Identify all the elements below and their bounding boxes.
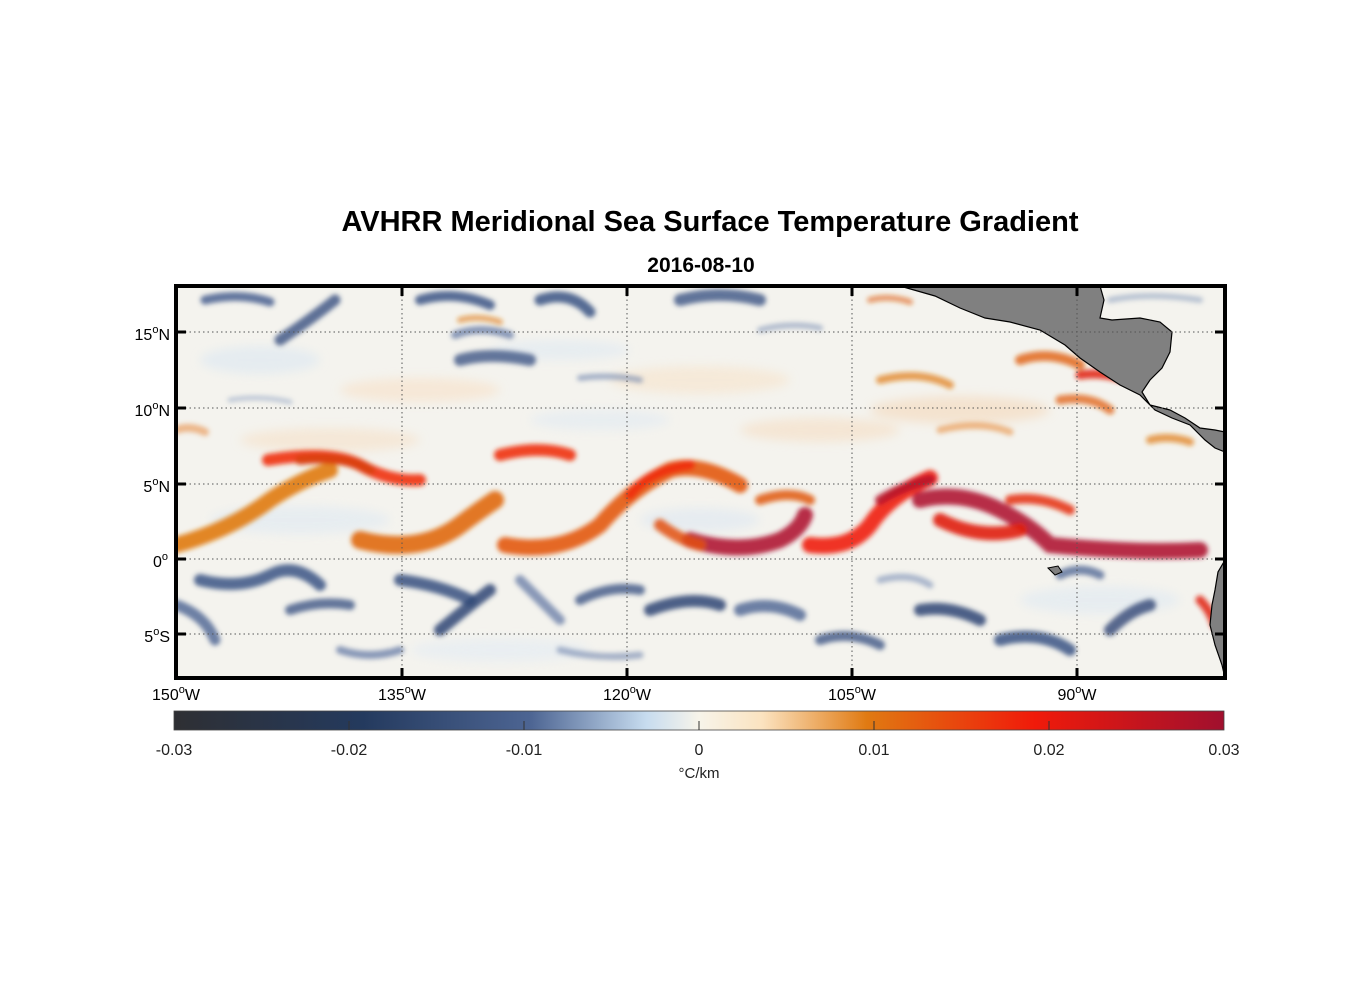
colorbar-label-002: 0.02	[1033, 742, 1064, 759]
lat-label-0: 0o	[153, 551, 168, 571]
lat-label-5s: 5oS	[144, 626, 170, 646]
negative-gradient-streaks-north	[200, 289, 1203, 405]
lon-label-135w: 135oW	[378, 684, 427, 704]
colorbar-label-003: 0.03	[1208, 742, 1239, 759]
colorbar-label-0: 0	[695, 742, 704, 759]
sst-gradient-field	[176, 286, 1225, 678]
lon-label-120w: 120oW	[603, 684, 652, 704]
pastel-background-patches	[200, 340, 1180, 662]
figure-subtitle: 2016-08-10	[647, 254, 755, 277]
lat-label-10n: 10oN	[135, 400, 170, 420]
figure-title: AVHRR Meridional Sea Surface Temperature…	[341, 206, 1079, 238]
map-grid	[176, 286, 1225, 678]
lat-label-5n: 5oN	[143, 476, 170, 496]
colorbar: -0.03 -0.02 -0.01 0 0.01 0.02 0.03 °C/km	[156, 710, 1240, 782]
land-galapagos	[1046, 565, 1063, 576]
land-central-america	[899, 286, 1225, 453]
map-frame	[174, 284, 1227, 680]
colorbar-units: °C/km	[679, 765, 720, 782]
positive-gradient-fronts	[176, 294, 1220, 630]
negative-gradient-streaks-south	[176, 564, 1156, 661]
colorbar-label-neg001: -0.01	[506, 742, 543, 759]
colorbar-label-001: 0.01	[858, 742, 889, 759]
lon-label-105w: 105oW	[828, 684, 877, 704]
colorbar-label-neg003: -0.03	[156, 742, 193, 759]
colorbar-label-neg002: -0.02	[331, 742, 368, 759]
longitude-labels: 150oW 135oW 120oW 105oW 90oW	[152, 684, 1097, 704]
map-frame-ticks	[176, 286, 1225, 678]
lon-label-150w: 150oW	[152, 684, 201, 704]
lon-label-90w: 90oW	[1057, 684, 1097, 704]
lat-label-15n: 15oN	[135, 324, 170, 344]
latitude-labels: 15oN 10oN 5oN 0o 5oS	[135, 324, 170, 646]
colorbar-ticks	[348, 721, 1050, 730]
